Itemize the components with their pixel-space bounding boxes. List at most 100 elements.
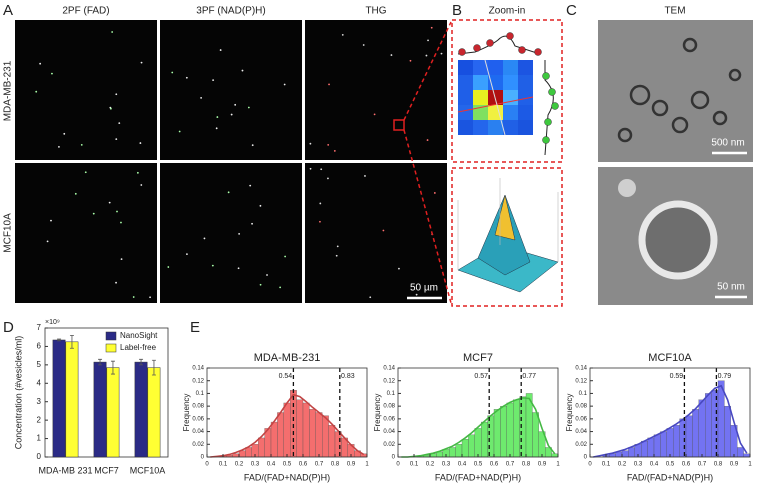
vesicle-dot xyxy=(211,264,214,267)
error-bar xyxy=(69,334,74,349)
vesicle-dot xyxy=(266,274,268,276)
vesicle-dot xyxy=(433,192,436,194)
vesicle-dot xyxy=(369,296,372,299)
vesicle-dot xyxy=(409,59,412,62)
mean-label: 0.54 xyxy=(279,373,293,380)
vesicle-dot xyxy=(120,258,123,260)
histogram-bar xyxy=(551,453,559,458)
x-axis-label: FAD/(FAD+NAD(P)H) xyxy=(435,472,521,482)
vesicle-dot xyxy=(390,54,393,56)
microscopy-image xyxy=(15,20,157,160)
x-tick-label: MCF10A xyxy=(130,465,166,475)
tem-vesicle xyxy=(617,127,633,143)
vesicle-dot xyxy=(335,254,338,257)
column-header: 2PF (FAD) xyxy=(62,6,109,17)
microscopy-image xyxy=(160,20,302,160)
y-tick-label: 0.1 xyxy=(579,391,588,397)
vesicle-dot xyxy=(63,132,66,135)
microscopy-image xyxy=(15,163,157,303)
histogram-bar xyxy=(692,409,699,458)
vesicle-dot xyxy=(92,212,95,215)
profile-point xyxy=(551,102,559,110)
vesicle-dot xyxy=(241,69,244,72)
vesicle-dot xyxy=(186,253,188,256)
mean-label: 0.79 xyxy=(718,373,732,380)
x-tick-label: 0.3 xyxy=(634,462,643,468)
vesicle-dot xyxy=(115,138,118,141)
bar xyxy=(93,361,107,458)
histogram-bar xyxy=(487,415,495,458)
vesicle-dot xyxy=(415,293,418,296)
error-bar xyxy=(57,338,62,342)
vesicle-dot xyxy=(279,286,282,289)
vesicle-dot xyxy=(238,232,241,235)
tem-vesicle xyxy=(671,116,689,134)
mean-label: 0.57 xyxy=(474,373,488,380)
tem-vesicle xyxy=(638,200,718,280)
y-tick-label: 1 xyxy=(37,434,42,443)
vesicle-dot xyxy=(259,283,262,286)
histogram-bar xyxy=(513,399,520,458)
roi-box xyxy=(393,119,405,131)
error-bar xyxy=(110,360,115,375)
chart-title: MDA-MB-231 xyxy=(254,352,321,364)
y-tick-label: 3 xyxy=(37,397,42,406)
vesicle-dot xyxy=(319,202,322,205)
heatmap-cell xyxy=(488,120,503,135)
vesicle-dot xyxy=(440,52,443,55)
surface-grid xyxy=(457,178,559,270)
histogram-bar xyxy=(302,402,310,458)
vesicle-dot xyxy=(341,33,344,36)
vesicle-dot xyxy=(327,177,329,180)
histogram-bar xyxy=(500,405,507,458)
column-header: THG xyxy=(365,6,386,17)
vesicle-dot xyxy=(336,245,339,248)
y-tick-label: 0.14 xyxy=(192,366,204,372)
heatmap-cell xyxy=(518,75,533,90)
x-tick-label: 0.3 xyxy=(251,462,260,468)
vesicle-dot xyxy=(319,220,321,223)
microscopy-image xyxy=(305,20,447,160)
tem-image xyxy=(598,20,753,162)
vesicle-dot xyxy=(284,255,287,258)
scale-bar-label: 50 µm xyxy=(410,283,438,294)
vesicle-dot xyxy=(120,221,122,224)
vesicle-dot xyxy=(373,113,376,116)
mean-label: 0.59 xyxy=(670,373,684,380)
legend-swatch xyxy=(105,331,117,341)
histogram-bar xyxy=(705,393,712,458)
panel-label: D xyxy=(3,319,14,336)
chart-title: MCF10A xyxy=(648,352,692,364)
histogram-bar xyxy=(666,428,674,458)
y-tick-label: 0.08 xyxy=(383,404,395,410)
histogram-bar xyxy=(296,399,304,458)
histogram-bar xyxy=(315,412,323,458)
y-axis-label: Frequency xyxy=(182,394,191,432)
plot-area xyxy=(44,327,169,458)
vesicle-dot xyxy=(136,171,139,174)
bar xyxy=(52,339,66,458)
histogram-bar xyxy=(461,439,469,458)
histogram-bar xyxy=(685,415,693,458)
x-tick-label: 0.5 xyxy=(666,462,675,468)
tem-vesicle xyxy=(728,68,742,82)
vesicle-dot xyxy=(178,130,181,133)
vesicle-dot xyxy=(84,171,87,174)
x-tick-label: 0.8 xyxy=(522,462,531,468)
vesicle-dot xyxy=(216,116,219,118)
tem-vesicle xyxy=(651,99,669,117)
vesicle-dot xyxy=(362,44,365,46)
x-tick-label: 1 xyxy=(556,462,560,468)
vesicle-dot xyxy=(167,266,170,268)
x-tick-label: 0.1 xyxy=(219,462,228,468)
vesicle-dot xyxy=(427,39,429,42)
y-tick-label: 0.04 xyxy=(192,429,204,435)
x-tick-label: 0.7 xyxy=(315,462,324,468)
tem-vesicle xyxy=(618,179,636,197)
x-tick-label: 0 xyxy=(396,462,400,468)
profile-point xyxy=(544,118,552,126)
row-header: MCF10A xyxy=(3,213,14,253)
histogram-bar xyxy=(673,425,680,458)
x-tick-label: 0.4 xyxy=(650,462,659,468)
x-tick-label: 0 xyxy=(205,462,209,468)
